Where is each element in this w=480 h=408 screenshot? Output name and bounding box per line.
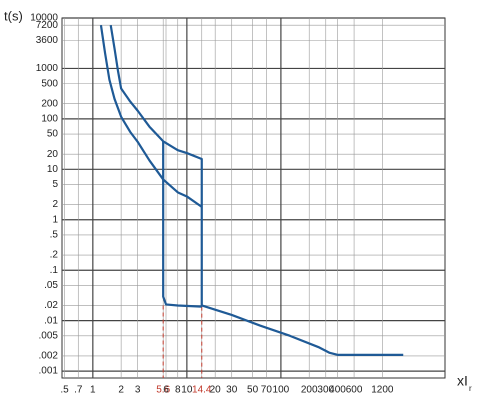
curve [162, 141, 202, 308]
y-tick-label: .05 [44, 280, 58, 291]
y-tick-label: 3600 [36, 35, 59, 46]
x-tick-label: 14.4 [192, 385, 212, 396]
y-tick-label: 10 [47, 164, 59, 175]
x-tick-label: 400 [329, 385, 346, 396]
y-tick-label: 1000 [36, 63, 59, 74]
y-tick-label: .1 [50, 265, 59, 276]
x-tick-label: 70 [261, 385, 273, 396]
y-tick-label: 100 [41, 114, 58, 125]
x-tick-label: .7 [74, 385, 83, 396]
x-tick-label: 30 [226, 385, 238, 396]
y-axis-label: t(s) [4, 8, 23, 23]
x-tick-label: 200 [301, 385, 318, 396]
x-tick-label: 100 [273, 385, 290, 396]
x-tick-label: 3 [135, 385, 141, 396]
x-tick-label: 5.6 [156, 385, 170, 396]
x-tick-label: 1200 [371, 385, 394, 396]
curve [109, 25, 404, 356]
x-tick-label: 50 [247, 385, 259, 396]
x-tick-label: 2 [118, 385, 124, 396]
y-tick-label: 1 [52, 214, 58, 225]
y-tick-label: .005 [39, 330, 59, 341]
curve [99, 25, 203, 208]
x-axis-label: xI [457, 373, 468, 389]
y-tick-label: .001 [39, 366, 59, 377]
x-tick-label: 20 [210, 385, 222, 396]
y-tick-label: 200 [41, 98, 58, 109]
x-tick-label: 300 [317, 385, 334, 396]
x-tick-label: .5 [60, 385, 69, 396]
y-tick-label: 2 [52, 199, 58, 210]
y-tick-label: .002 [39, 351, 59, 362]
y-tick-label: .02 [44, 300, 58, 311]
y-tick-label: 500 [41, 78, 58, 89]
x-tick-label: 6 [163, 385, 169, 396]
y-tick-label: .01 [44, 315, 58, 326]
y-tick-label: .5 [50, 230, 59, 241]
x-tick-label: 8 [175, 385, 181, 396]
y-tick-label: 5 [52, 179, 58, 190]
y-tick-label: 20 [47, 149, 59, 160]
y-tick-label: 7200 [36, 20, 59, 31]
x-tick-label: 1 [90, 385, 96, 396]
x-axis-label-sub: r [469, 384, 472, 393]
y-tick-label: .2 [50, 250, 59, 261]
y-tick-label: 50 [47, 129, 59, 140]
y-tick-label: 10000 [30, 13, 58, 24]
x-tick-label: 10 [181, 385, 193, 396]
x-tick-label: 600 [346, 385, 363, 396]
